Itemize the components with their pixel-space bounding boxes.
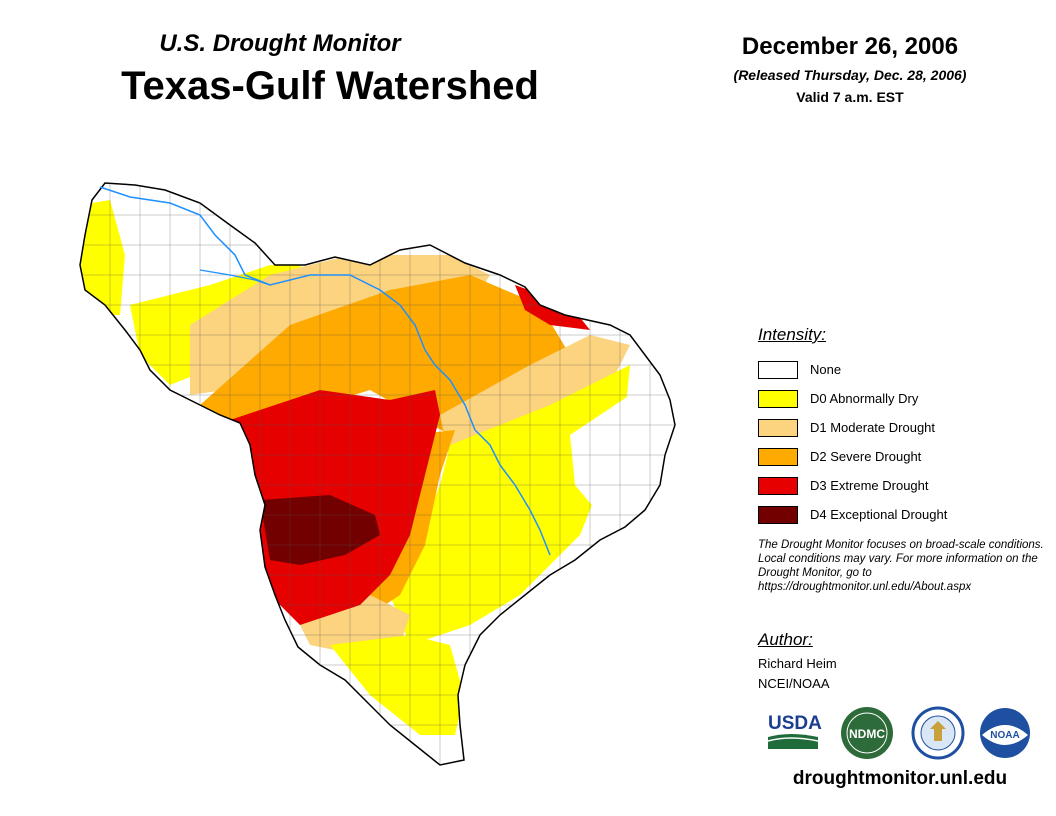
legend-swatch-d1 <box>758 418 798 437</box>
usda-logo-text: USDA <box>768 713 822 734</box>
legend-label-none: None <box>810 362 842 377</box>
noaa-logo: NOAA <box>980 708 1030 758</box>
legend-item-none: None <box>758 355 947 384</box>
agency-logos: USDA NDMC NOAA <box>767 706 1030 760</box>
legend-label-d3: D3 Extreme Drought <box>810 478 929 493</box>
valid-time: Valid 7 a.m. EST <box>796 89 904 105</box>
website-link[interactable]: droughtmonitor.unl.edu <box>792 768 1008 789</box>
map-date: December 26, 2006 <box>741 33 959 60</box>
commerce-seal-icon <box>911 706 965 760</box>
legend-swatch-d3 <box>758 476 798 495</box>
legend-item-d4: D4 Exceptional Drought <box>758 500 947 529</box>
ndmc-logo-text: NDMC <box>849 727 885 741</box>
legend-heading: Intensity: <box>758 325 827 344</box>
watershed-drought-map <box>79 182 676 766</box>
river-line <box>99 186 551 556</box>
legend-label-d4: D4 Exceptional Drought <box>810 507 948 522</box>
legend-swatch-d4 <box>758 505 798 524</box>
d0-south-area <box>330 635 464 735</box>
author-heading: Author: <box>758 630 813 649</box>
legend-swatch-d0 <box>758 389 798 408</box>
usda-logo: USDA <box>767 713 822 749</box>
legend-label-d2: D2 Severe Drought <box>810 449 922 464</box>
d0-panhandle-strip <box>80 200 125 315</box>
river-tributary <box>199 269 271 286</box>
ndmc-logo: NDMC <box>841 707 893 759</box>
d1-east-band <box>440 335 630 460</box>
legend-label-d1: D1 Moderate Drought <box>810 420 936 435</box>
disclaimer-note: The Drought Monitor focuses on broad-sca… <box>758 539 1044 593</box>
legend-swatch-none <box>758 360 798 379</box>
author-org: NCEI/NOAA <box>758 676 830 691</box>
legend-label-d0: D0 Abnormally Dry <box>810 391 919 406</box>
legend-item-d2: D2 Severe Drought <box>758 442 947 471</box>
noaa-logo-text: NOAA <box>990 730 1019 741</box>
author-name: Richard Heim <box>758 656 837 671</box>
map-title: Texas-Gulf Watershed <box>121 64 539 108</box>
legend-swatch-d2 <box>758 447 798 466</box>
legend: None D0 Abnormally Dry D1 Moderate Droug… <box>758 355 947 529</box>
legend-item-d1: D1 Moderate Drought <box>758 413 947 442</box>
release-date: (Released Thursday, Dec. 28, 2006) <box>733 67 967 83</box>
map-subtitle: U.S. Drought Monitor <box>159 30 401 57</box>
legend-item-d3: D3 Extreme Drought <box>758 471 947 500</box>
legend-item-d0: D0 Abnormally Dry <box>758 384 947 413</box>
